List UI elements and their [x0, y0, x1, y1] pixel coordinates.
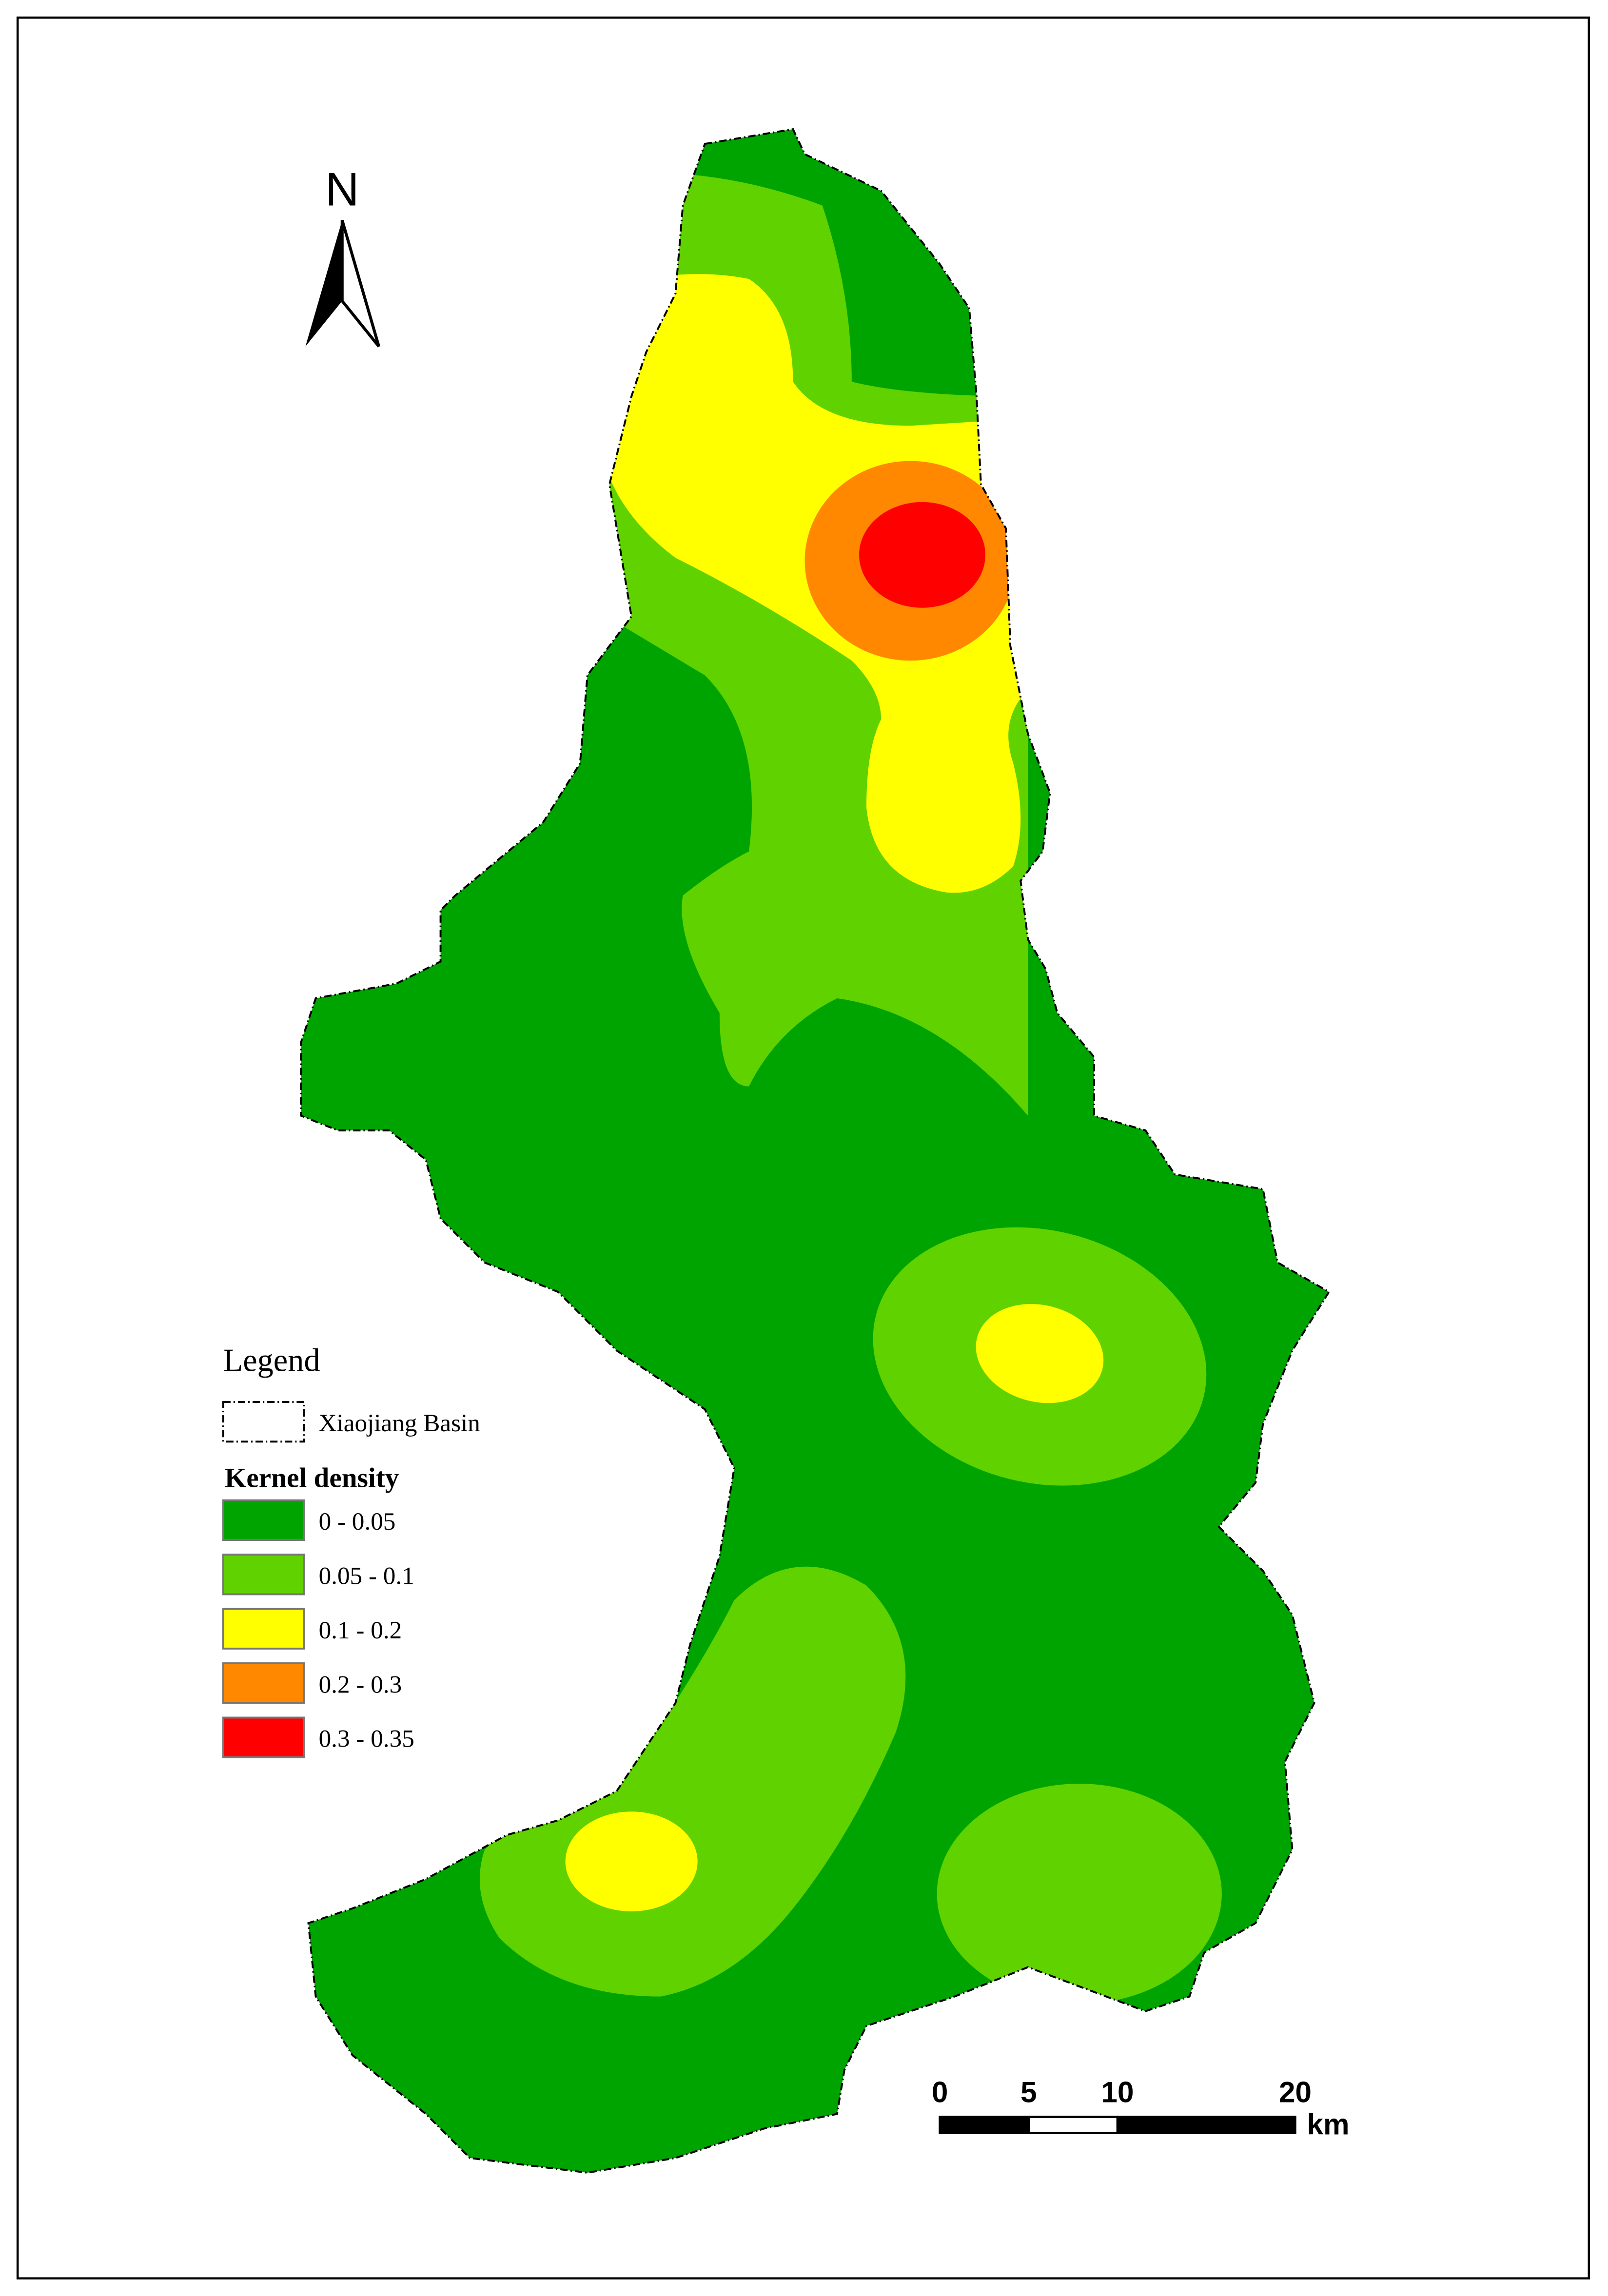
- legend-swatch: [222, 1608, 305, 1650]
- north-label: N: [325, 164, 359, 216]
- density-zone: [859, 502, 985, 608]
- scale-label: 5: [1020, 2075, 1037, 2108]
- legend-label: 0.2 - 0.3: [319, 1671, 402, 1698]
- boundary-swatch: [222, 1401, 305, 1443]
- legend-label: 0.3 - 0.35: [319, 1725, 414, 1753]
- legend-swatch: [222, 1716, 305, 1758]
- scale-label: 0: [932, 2075, 948, 2108]
- legend-label: 0.1 - 0.2: [319, 1616, 402, 1644]
- density-zone: [937, 1783, 1222, 2004]
- legend-label: Xiaojiang Basin: [319, 1409, 480, 1437]
- scale-segment: [1116, 2116, 1296, 2134]
- legend-swatch: [222, 1662, 305, 1704]
- map-frame: [16, 16, 1590, 2280]
- legend: Legend Xiaojiang Basin Kernel density 0 …: [222, 1343, 480, 1758]
- legend-label: 0 - 0.05: [319, 1508, 396, 1536]
- scale-label: 20: [1279, 2075, 1312, 2108]
- north-arrow: [305, 220, 342, 347]
- legend-subtitle: Kernel density: [225, 1463, 399, 1494]
- north-arrow: [340, 219, 380, 348]
- legend-swatch: [222, 1499, 305, 1541]
- density-zone: [565, 1811, 698, 1911]
- scale-unit: km: [1307, 2108, 1350, 2141]
- scale-segment: [1027, 2116, 1119, 2134]
- density-zone: [976, 1304, 1104, 1403]
- legend-title: Legend: [223, 1343, 320, 1379]
- scale-segment: [939, 2116, 1030, 2134]
- legend-swatch: [222, 1554, 305, 1596]
- scale-label: 10: [1101, 2075, 1134, 2108]
- legend-label: 0.05 - 0.1: [319, 1562, 414, 1590]
